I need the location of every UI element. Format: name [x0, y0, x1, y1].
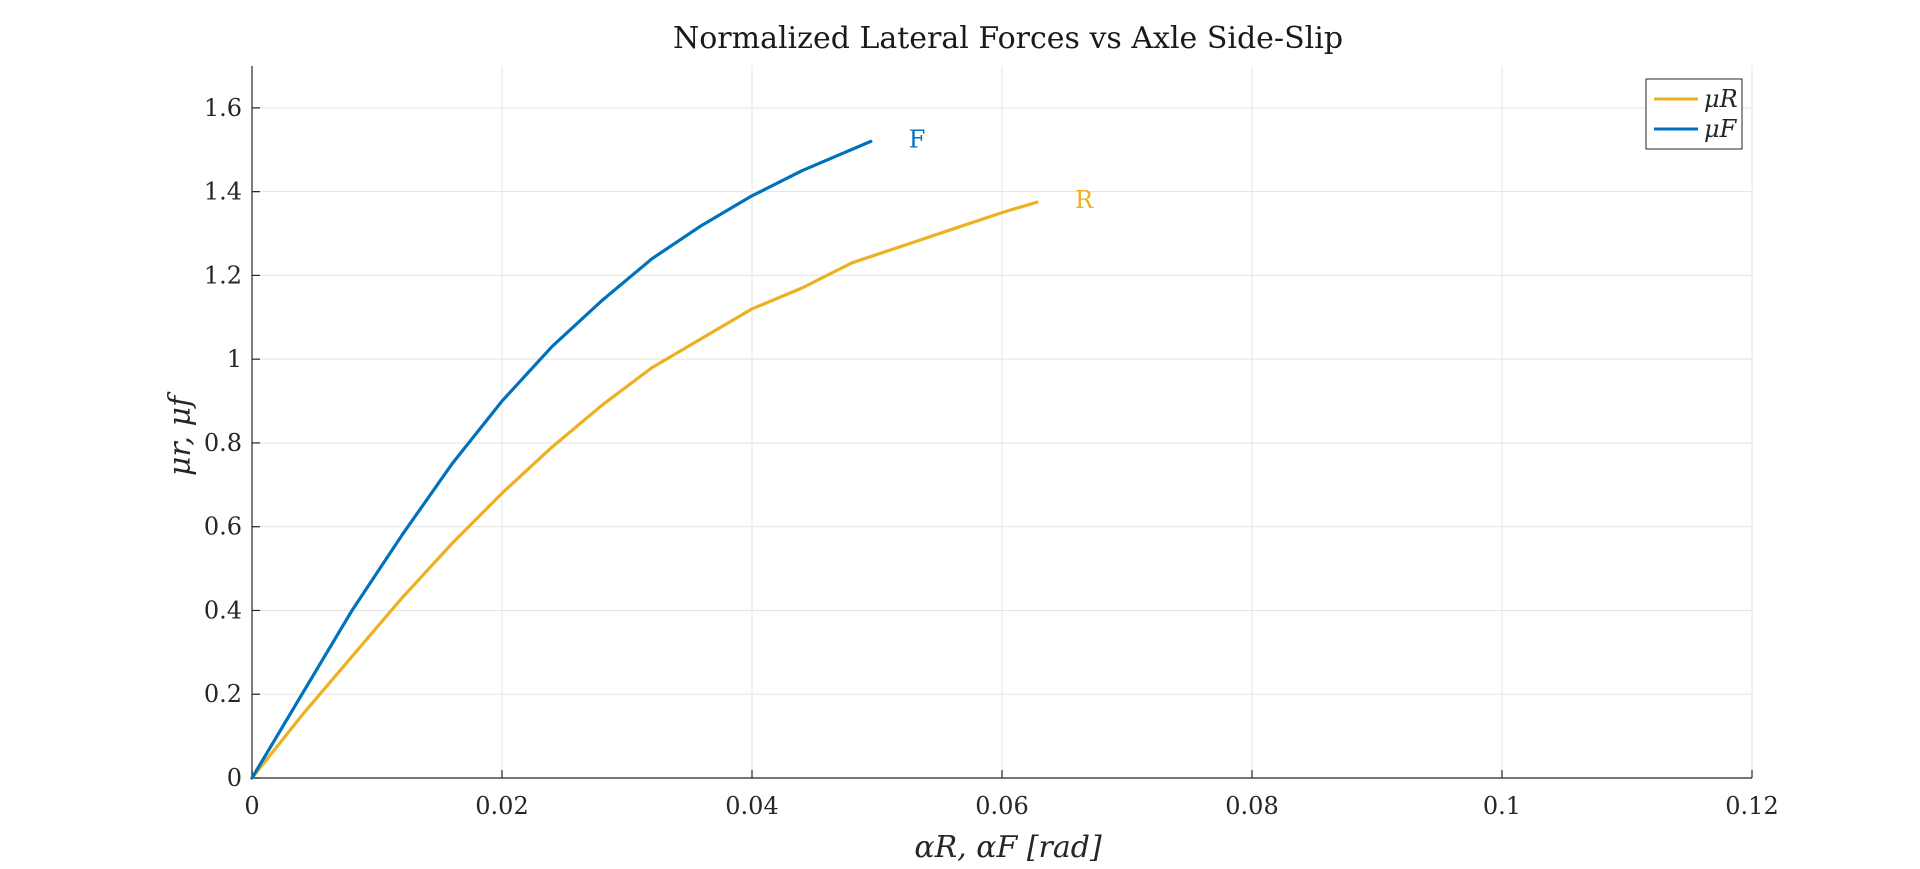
series-end-label-1: F [909, 125, 926, 153]
x-tick-label: 0.02 [475, 792, 528, 820]
chart-title: Normalized Lateral Forces vs Axle Side-S… [673, 21, 1343, 56]
legend-label-1: μF [1704, 115, 1738, 143]
series-line-0 [250, 200, 1039, 780]
x-tick-label: 0.12 [1725, 792, 1778, 820]
series-layer: RF [250, 125, 1094, 780]
x-axis-label: αR, αF [rad] [914, 830, 1102, 865]
y-tick-label: 1 [227, 345, 242, 373]
grid-layer [252, 66, 1753, 778]
x-tick-label: 0 [244, 792, 259, 820]
y-tick-label: 0.8 [204, 429, 242, 457]
y-tick-label: 0.6 [204, 513, 242, 541]
y-tick-label: 0.4 [204, 596, 242, 624]
series-end-label-0: R [1075, 186, 1094, 214]
y-tick-label: 1.6 [204, 94, 242, 122]
legend-label-0: μR [1704, 85, 1738, 113]
x-tick-label: 0.1 [1483, 792, 1521, 820]
y-tick-label: 0 [227, 764, 242, 792]
y-axis-label: μr, μf [163, 391, 198, 476]
legend-box [1645, 78, 1743, 150]
y-tick-label: 1.2 [204, 261, 242, 289]
x-tick-label: 0.04 [725, 792, 778, 820]
x-tick-label: 0.08 [1225, 792, 1278, 820]
series-line-1 [250, 139, 873, 780]
ticks-layer: 0 0.02 0.04 0.06 0.08 0.1 0.12 0 0.2 0.4 0.6 0.8 1 1.… [204, 94, 1779, 820]
y-tick-label: 0.2 [204, 680, 242, 708]
x-tick-label: 0.06 [975, 792, 1028, 820]
y-tick-label: 1.4 [204, 178, 242, 206]
